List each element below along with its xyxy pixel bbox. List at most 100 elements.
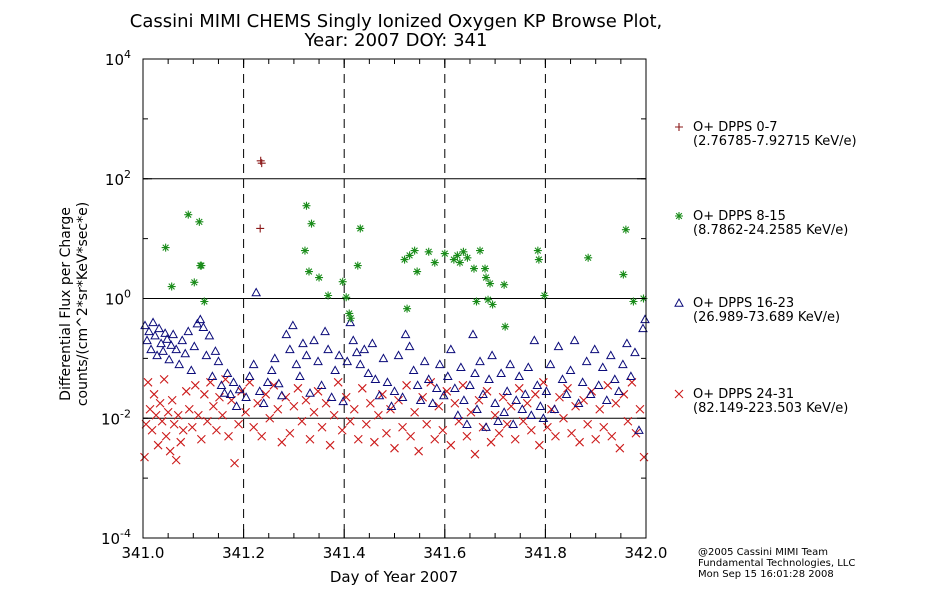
data-point [158,346,168,355]
data-point [171,455,181,465]
data-point [305,434,315,444]
data-point [152,350,162,360]
data-point [423,374,434,384]
x-tick-label: 341.4 [323,544,366,562]
data-point [532,380,543,390]
data-point [164,354,175,364]
data-point [431,383,442,393]
credit-team: @2005 Cassini MIMI Team [698,547,828,558]
data-point [234,419,243,429]
data-point [462,431,472,441]
data-point [200,297,209,306]
data-point [174,359,185,369]
data-point [481,422,491,431]
data-point [317,422,327,432]
data-point [630,347,640,357]
data-point [341,392,351,402]
y-axis-label-line1: Differential Flux per Charge [58,207,74,401]
data-point [410,246,419,255]
data-point [143,377,153,387]
data-point [365,398,375,408]
data-point [248,359,259,369]
data-point [618,359,628,369]
data-point [228,377,239,387]
data-point [442,386,452,396]
data-point [160,328,170,337]
legend-entry: O+ DPPS 8-15(8.7862-24.2585 KeV/e) [675,209,848,238]
data-point [307,219,316,228]
data-point [225,389,236,398]
data-point [224,431,233,441]
legend-name: O+ DPPS 24-31 [693,387,794,402]
data-point [508,419,519,428]
data-point [446,440,456,450]
data-point [266,365,277,375]
data-point [218,410,227,420]
data-point [257,159,266,168]
series-plus [256,156,266,233]
data-point [459,395,469,404]
data-point [540,291,549,300]
data-point [486,437,496,447]
data-point [157,416,167,426]
data-point [514,371,525,381]
data-point [363,368,374,378]
data-point [302,201,311,210]
x-tick-label: 341.2 [222,544,265,562]
data-point [140,452,149,462]
data-point [369,437,379,447]
data-point [325,440,335,450]
data-point [338,396,349,406]
data-point [455,258,464,267]
data-point [412,380,423,390]
data-point [207,371,218,381]
data-point [315,273,324,282]
data-point [472,297,481,306]
data-point [405,251,414,260]
data-point [476,246,485,255]
y-tick-label: 10-2 [101,407,131,428]
data-point [374,390,385,400]
data-point [581,356,592,366]
data-point [324,291,333,300]
data-point [543,422,552,432]
data-point [482,273,491,282]
series-asterisk [161,201,648,331]
data-point [445,344,456,354]
data-point [418,392,428,402]
data-point [313,356,323,366]
data-point [597,362,608,372]
data-point [309,407,319,417]
data-point [195,314,206,324]
data-point [304,267,313,276]
data-point [593,380,604,390]
data-point [212,425,221,435]
data-point [529,335,540,345]
data-point [163,407,173,417]
data-point [190,380,200,390]
data-point [356,224,365,233]
legend-entry: O+ DPPS 0-7(2.76785-7.92715 KeV/e) [675,120,857,149]
data-point [442,371,453,381]
legend-range: (82.149-223.503 KeV/e) [693,401,848,416]
data-point [484,374,494,384]
data-point [466,407,476,417]
data-point [402,380,411,390]
data-point [482,386,492,396]
data-point [285,428,295,438]
data-point [140,320,150,330]
data-point [345,309,354,318]
data-point [190,278,199,287]
data-point [427,398,438,407]
data-point [178,425,188,435]
data-point [501,322,510,331]
data-point [563,383,572,393]
data-point [635,404,645,414]
data-point [361,419,371,429]
data-point [241,392,251,401]
data-point [438,390,449,400]
data-point [234,384,245,394]
data-point [538,413,549,422]
data-point [514,383,524,393]
data-point [165,446,175,456]
